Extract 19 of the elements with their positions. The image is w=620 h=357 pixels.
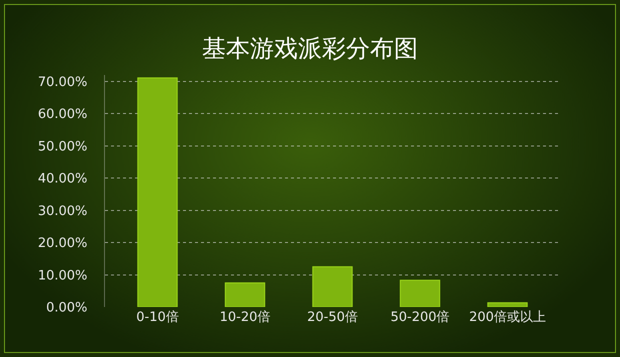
bar <box>312 266 353 307</box>
x-tick-label: 200倍或以上 <box>469 310 546 325</box>
y-tick-label: 70.00% <box>38 74 88 90</box>
bar <box>487 302 528 307</box>
y-tick-label: 10.00% <box>38 268 88 284</box>
y-tick-label: 20.00% <box>38 236 88 252</box>
x-tick-label: 20-50倍 <box>307 310 358 325</box>
x-tick-label: 10-20倍 <box>220 310 270 325</box>
x-tick-label: 50-200倍 <box>390 310 450 325</box>
y-tick-label: 40.00% <box>38 172 88 187</box>
y-tick-label: 50.00% <box>38 139 88 154</box>
bar <box>137 77 178 307</box>
y-tick-label: 60.00% <box>38 107 88 122</box>
bar <box>400 280 440 307</box>
bar <box>224 282 266 307</box>
y-tick-label: 30.00% <box>38 204 88 219</box>
chart-title: 基本游戏派彩分布图 <box>202 34 418 62</box>
y-tick-label: 0.00% <box>46 300 88 316</box>
x-tick-label: 0-10倍 <box>136 310 179 325</box>
